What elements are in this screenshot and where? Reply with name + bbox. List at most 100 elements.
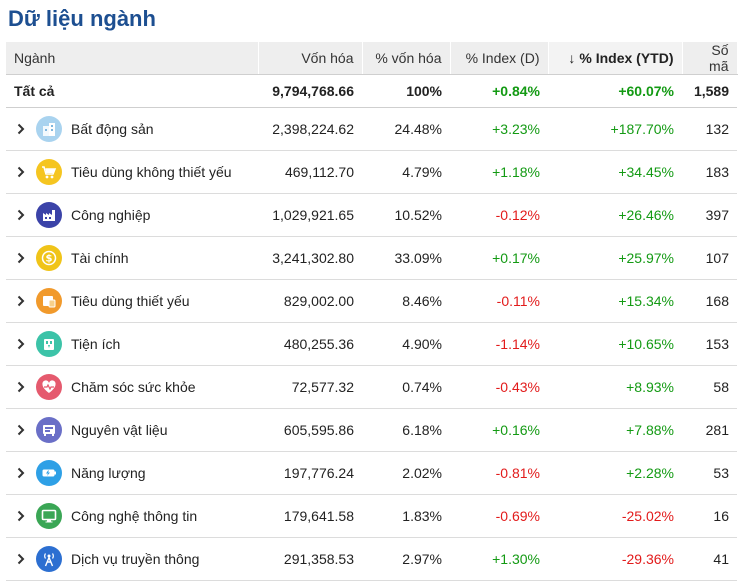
sector-table: Ngành Vốn hóa % vốn hóa % Index (D) ↓% I…: [6, 42, 738, 581]
sector-name[interactable]: Công nghiệp: [71, 207, 151, 223]
index-ytd-cell: +7.88%: [548, 408, 682, 452]
column-header-index-ytd[interactable]: ↓% Index (YTD): [548, 42, 683, 75]
index-ytd-cell: +26.46%: [548, 193, 682, 237]
table-header-row: Ngành Vốn hóa % vốn hóa % Index (D) ↓% I…: [6, 42, 738, 75]
count-cell: 41: [682, 537, 737, 581]
index-ytd-cell: +10.65%: [548, 322, 682, 366]
index-d-cell: -0.43%: [450, 365, 548, 409]
sector-name[interactable]: Công nghệ thông tin: [71, 508, 198, 524]
sort-arrow-down-icon: ↓: [568, 50, 576, 66]
table-row[interactable]: Công nghiệp 1,029,921.65 10.52% -0.12% +26.4…: [6, 193, 737, 237]
chevron-right-icon[interactable]: [14, 122, 28, 136]
table-row[interactable]: Năng lượng 197,776.24 2.02% -0.81% +2.28% 53: [6, 451, 737, 495]
battery-icon: [36, 460, 62, 486]
chevron-right-icon[interactable]: [14, 294, 28, 308]
index-ytd-cell: +34.45%: [548, 150, 682, 194]
sector-name[interactable]: Chăm sóc sức khỏe: [71, 379, 196, 395]
chevron-right-icon[interactable]: [14, 423, 28, 437]
chevron-right-icon[interactable]: [14, 380, 28, 394]
sector-cell: Nguyên vật liệu: [6, 408, 258, 452]
chevron-right-icon[interactable]: [14, 509, 28, 523]
chevron-right-icon[interactable]: [14, 466, 28, 480]
column-header-count[interactable]: Số mã: [682, 42, 738, 75]
table-row[interactable]: Công nghệ thông tin 179,641.58 1.83% -0.69%…: [6, 494, 737, 538]
count-cell: 132: [682, 107, 737, 151]
sector-name[interactable]: Tiêu dùng không thiết yếu: [71, 164, 232, 180]
column-header-index-d[interactable]: % Index (D): [450, 42, 549, 75]
index-ytd-cell: -29.36%: [548, 537, 682, 581]
table-row[interactable]: Chăm sóc sức khỏe 72,577.32 0.74% -0.43% +8.…: [6, 365, 737, 409]
sector-cell: Tiêu dùng không thiết yếu: [6, 150, 258, 194]
column-header-sector[interactable]: Ngành: [6, 42, 259, 75]
cap-pct-cell: 1.83%: [362, 494, 450, 538]
chevron-right-icon[interactable]: [14, 251, 28, 265]
materials-icon: [36, 417, 62, 443]
sector-name[interactable]: Tiện ích: [71, 336, 121, 352]
sector-name[interactable]: Năng lượng: [71, 465, 146, 481]
cap-pct-cell: 33.09%: [362, 236, 450, 280]
table-row[interactable]: Nguyên vật liệu 605,595.86 6.18% +0.16% +7.8…: [6, 408, 737, 452]
table-row[interactable]: Dịch vụ truyền thông 291,358.53 2.97% +1.30…: [6, 537, 737, 581]
cap-pct-cell: 6.18%: [362, 408, 450, 452]
count-cell: 16: [682, 494, 737, 538]
market-cap-cell: 605,595.86: [258, 408, 362, 452]
sector-name[interactable]: Tiêu dùng thiết yếu: [71, 293, 190, 309]
count-cell: 183: [682, 150, 737, 194]
heart-pulse-icon: [36, 374, 62, 400]
cap-pct-cell: 4.79%: [362, 150, 450, 194]
index-d-cell: -0.12%: [450, 193, 548, 237]
table-row[interactable]: $ Tài chính 3,241,302.80 33.09% +0.17% +25.97…: [6, 236, 737, 280]
table-row[interactable]: Tiêu dùng thiết yếu 829,002.00 8.46% -0.11%…: [6, 279, 737, 323]
sector-cell: Dịch vụ truyền thông: [6, 537, 258, 581]
cap-pct-cell: 4.90%: [362, 322, 450, 366]
chevron-right-icon[interactable]: [14, 208, 28, 222]
count-cell: 168: [682, 279, 737, 323]
market-cap-cell: 179,641.58: [258, 494, 362, 538]
market-cap-cell: 291,358.53: [258, 537, 362, 581]
chevron-right-icon[interactable]: [14, 165, 28, 179]
index-ytd-cell: +2.28%: [548, 451, 682, 495]
index-d-cell: -0.11%: [450, 279, 548, 323]
sector-cell: Công nghệ thông tin: [6, 494, 258, 538]
sector-cell: Tiêu dùng thiết yếu: [6, 279, 258, 323]
total-count: 1,589: [682, 74, 737, 108]
count-cell: 58: [682, 365, 737, 409]
sector-name[interactable]: Bất động sản: [71, 121, 154, 137]
sector-cell: Năng lượng: [6, 451, 258, 495]
sector-cell: Chăm sóc sức khỏe: [6, 365, 258, 409]
table-row[interactable]: Tiện ích 480,255.36 4.90% -1.14% +10.65% 153: [6, 322, 737, 366]
total-name: Tất cả: [6, 74, 258, 108]
basket-icon: [36, 288, 62, 314]
sector-cell: $ Tài chính: [6, 236, 258, 280]
table-row[interactable]: Bất động sản 2,398,224.62 24.48% +3.23% +187…: [6, 107, 737, 151]
coin-icon: $: [36, 245, 62, 271]
index-ytd-cell: +8.93%: [548, 365, 682, 409]
cap-pct-cell: 24.48%: [362, 107, 450, 151]
sector-name[interactable]: Dịch vụ truyền thông: [71, 551, 200, 567]
column-header-market-cap[interactable]: Vốn hóa: [258, 42, 363, 75]
column-header-cap-pct[interactable]: % vốn hóa: [362, 42, 451, 75]
table-row[interactable]: Tiêu dùng không thiết yếu 469,112.70 4.79%…: [6, 150, 737, 194]
market-cap-cell: 1,029,921.65: [258, 193, 362, 237]
market-cap-cell: 72,577.32: [258, 365, 362, 409]
market-cap-cell: 829,002.00: [258, 279, 362, 323]
page-title: Dữ liệu ngành: [8, 6, 156, 31]
index-d-cell: +1.18%: [450, 150, 548, 194]
cap-pct-cell: 2.02%: [362, 451, 450, 495]
market-cap-cell: 480,255.36: [258, 322, 362, 366]
sector-name[interactable]: Tài chính: [71, 250, 129, 266]
cap-pct-cell: 8.46%: [362, 279, 450, 323]
index-d-cell: +0.16%: [450, 408, 548, 452]
table-row-total: Tất cả 9,794,768.66 100% +0.84% +60.07% …: [6, 74, 737, 108]
sector-cell: Tiện ích: [6, 322, 258, 366]
chevron-right-icon[interactable]: [14, 552, 28, 566]
index-ytd-cell: -25.02%: [548, 494, 682, 538]
antenna-icon: [36, 546, 62, 572]
sector-name[interactable]: Nguyên vật liệu: [71, 422, 168, 438]
building-icon: [36, 116, 62, 142]
count-cell: 397: [682, 193, 737, 237]
total-index-ytd: +60.07%: [548, 74, 682, 108]
index-ytd-cell: +187.70%: [548, 107, 682, 151]
chevron-right-icon[interactable]: [14, 337, 28, 351]
cap-pct-cell: 10.52%: [362, 193, 450, 237]
